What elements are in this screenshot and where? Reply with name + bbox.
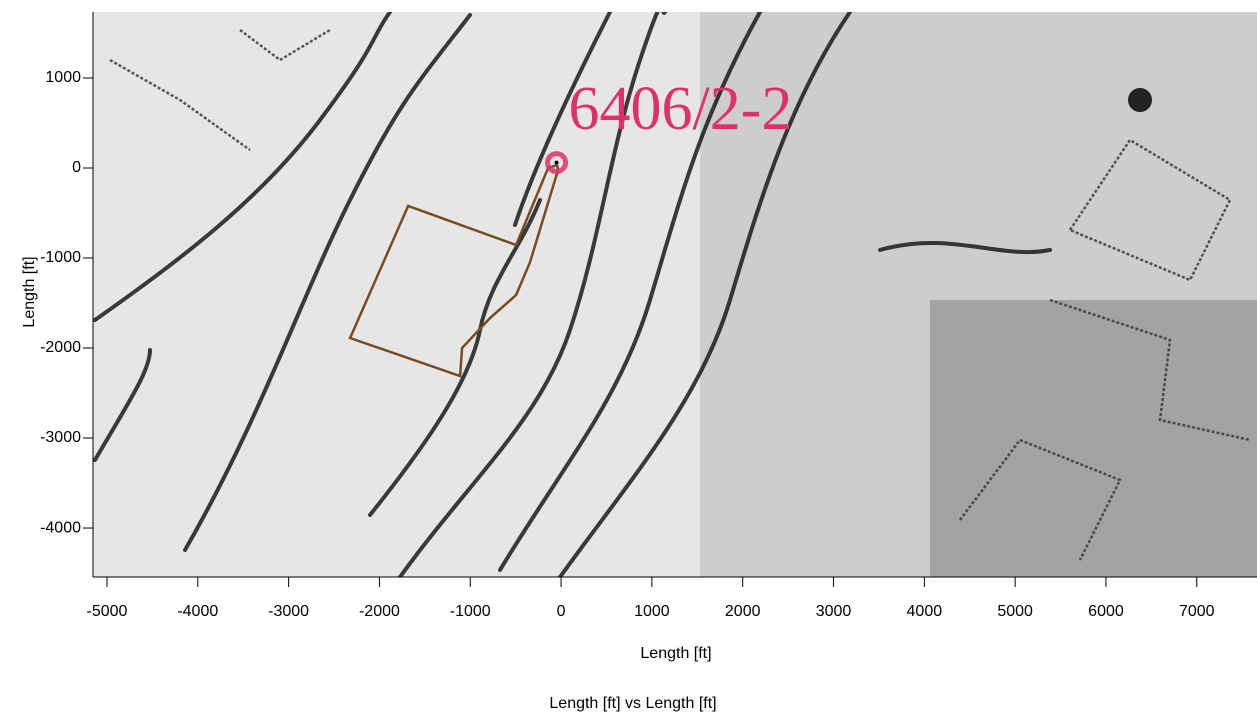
- x-tick-label: 3000: [816, 603, 852, 620]
- x-tick-label: 2000: [725, 603, 761, 620]
- x-tick-label: -5000: [87, 603, 128, 620]
- x-tick-label: 4000: [907, 603, 943, 620]
- y-tick-label: 1000: [45, 69, 81, 86]
- y-tick-label: 0: [72, 159, 81, 176]
- chart: Length [ft] Length [ft] vs Length [ft] L…: [0, 0, 1257, 718]
- x-tick-label: 0: [557, 603, 566, 620]
- x-tick-label: 5000: [997, 603, 1033, 620]
- x-tick-label: 7000: [1179, 603, 1215, 620]
- x-axis-label: Length [ft]: [640, 645, 711, 662]
- x-tick-label: -4000: [177, 603, 218, 620]
- y-tick-label: -2000: [40, 339, 81, 356]
- x-tick-label: -2000: [359, 603, 400, 620]
- x-tick-label: 1000: [634, 603, 670, 620]
- y-tick-label: -3000: [40, 429, 81, 446]
- well-dot: [555, 161, 559, 165]
- chart-title: Length [ft] vs Length [ft]: [549, 695, 716, 712]
- x-tick-label: -1000: [450, 603, 491, 620]
- y-axis-label: Length [ft]: [21, 256, 38, 327]
- y-tick-label: -1000: [40, 249, 81, 266]
- well-label: 6406/2-2: [569, 75, 793, 143]
- y-tick-label: -4000: [40, 519, 81, 536]
- x-tick-label: -3000: [268, 603, 309, 620]
- x-tick-label: 6000: [1088, 603, 1124, 620]
